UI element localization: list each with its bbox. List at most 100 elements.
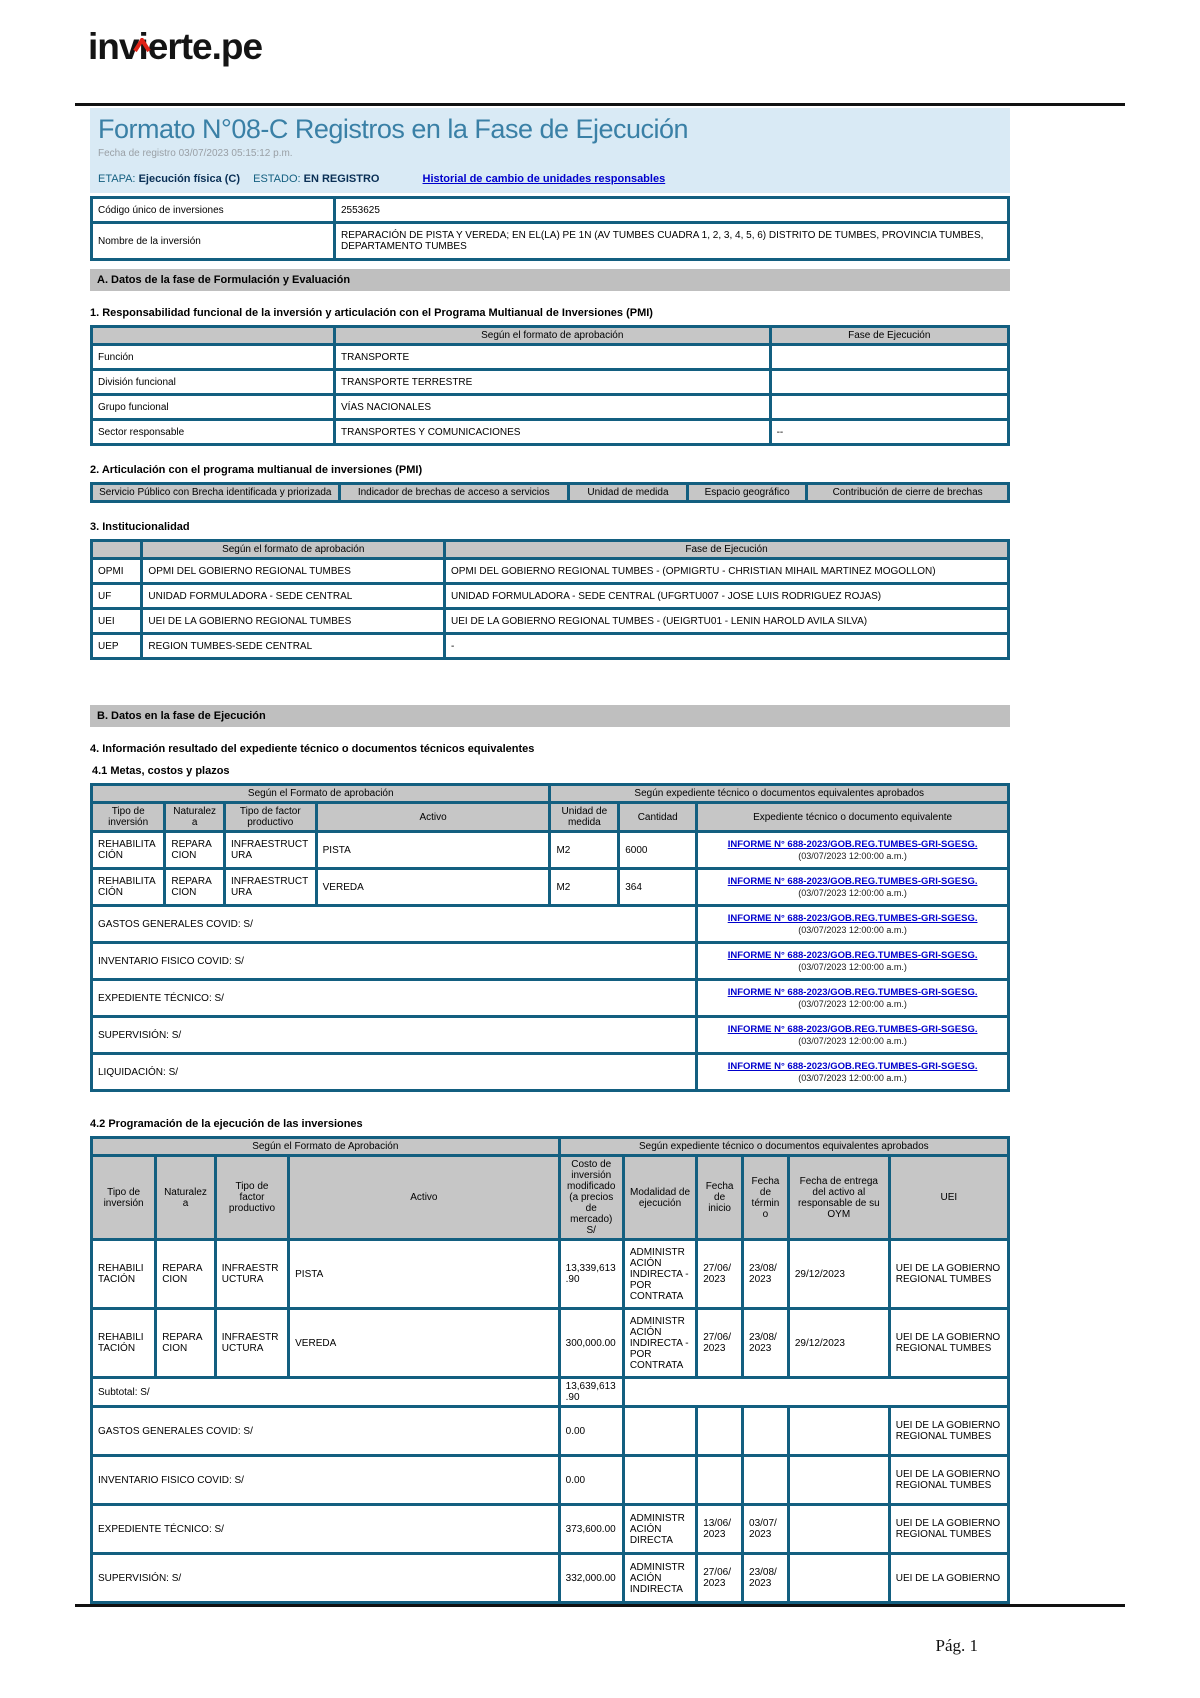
estado-label: ESTADO:: [253, 173, 301, 185]
expediente-document-link[interactable]: INFORME N° 688-2023/GOB.REG.TUMBES-GRI-S…: [727, 987, 978, 998]
cost-row-label: GASTOS GENERALES COVID: S/: [89, 904, 699, 944]
entity-code: UEI: [89, 607, 144, 635]
title-block: Formato N°08-C Registros en la Fase de E…: [90, 108, 1010, 193]
cost-row-label: LIQUIDACIÓN: S/: [89, 1052, 699, 1092]
col-header: Expediente técnico o documento equivalen…: [695, 801, 1010, 833]
document-body: Código único de inversiones 2553625 Nomb…: [89, 196, 1011, 1604]
functional-responsibility-table: Según el formato de aprobación Fase de E…: [90, 325, 1011, 446]
cell: [786, 1454, 891, 1506]
cell: [741, 1405, 790, 1457]
group-header-right: Según expediente técnico o documentos eq…: [557, 1136, 1011, 1157]
document-date: (03/07/2023 12:00:00 a.m.): [798, 1036, 907, 1046]
cost-row-label: SUPERVISIÓN: S/: [89, 1015, 699, 1055]
logo-text: invierte.pe: [88, 26, 263, 67]
cell: 29/12/2023: [786, 1307, 891, 1379]
cell: VEREDA: [314, 867, 552, 907]
col-header: Fecha de término: [741, 1154, 790, 1241]
pmi-articulation-table: Servicio Público con Brecha identificada…: [90, 482, 1010, 503]
etapa-value: Ejecución física (C): [138, 173, 241, 185]
cell: [741, 1454, 790, 1506]
col-header: Fecha de inicio: [695, 1154, 745, 1241]
expediente-document-link[interactable]: INFORME N° 688-2023/GOB.REG.TUMBES-GRI-S…: [727, 913, 978, 924]
expediente-document-link[interactable]: INFORME N° 688-2023/GOB.REG.TUMBES-GRI-S…: [727, 950, 978, 961]
col-header: Costo de inversión modificado (a precios…: [557, 1154, 625, 1241]
section-2-title: 2. Articulación con el programa multianu…: [90, 464, 423, 476]
cell: PISTA: [287, 1238, 561, 1310]
cell: INFRAESTRUCTURA: [222, 830, 318, 870]
group-header-left: Según el Formato de aprobación: [89, 783, 552, 804]
row-label: Sector responsable: [90, 418, 336, 446]
col-header: Unidad de medida: [548, 801, 621, 833]
expediente-document-link[interactable]: INFORME N° 688-2023/GOB.REG.TUMBES-GRI-S…: [727, 876, 978, 887]
entity-aprobacion: REGION TUMBES-SEDE CENTRAL: [140, 632, 447, 660]
cost-row-label: GASTOS GENERALES COVID: S/: [90, 1405, 561, 1457]
investment-name-value: REPARACIÓN DE PISTA Y VEREDA; EN EL(LA) …: [333, 221, 1010, 261]
cell: REHABILITACIÓN: [89, 867, 167, 907]
cell: UEI DE LA GOBIERNO REGIONAL TUMBES: [887, 1307, 1011, 1379]
expediente-document-link[interactable]: INFORME N° 688-2023/GOB.REG.TUMBES-GRI-S…: [727, 1024, 978, 1035]
document-date: (03/07/2023 12:00:00 a.m.): [798, 888, 907, 898]
entity-code: OPMI: [89, 557, 144, 585]
cell: [768, 368, 1011, 396]
group-header-right: Según expediente técnico o documentos eq…: [548, 783, 1010, 804]
col-header: Activo: [287, 1154, 561, 1241]
history-of-unit-changes-link[interactable]: Historial de cambio de unidades responsa…: [422, 173, 666, 185]
row-value: TRANSPORTE TERRESTRE: [333, 368, 772, 396]
cui-label: Código único de inversiones: [90, 196, 336, 224]
document-cell: INFORME N° 688-2023/GOB.REG.TUMBES-GRI-S…: [695, 978, 1010, 1018]
top-divider: [75, 103, 1125, 106]
subtotal-label: Subtotal: S/: [90, 1376, 561, 1408]
document-date: (03/07/2023 12:00:00 a.m.): [798, 851, 907, 861]
section-3-title: 3. Institucionalidad: [90, 521, 190, 533]
cell: [786, 1503, 891, 1555]
col-header-fase: Fase de Ejecución: [443, 539, 1010, 560]
expediente-document-link[interactable]: INFORME N° 688-2023/GOB.REG.TUMBES-GRI-S…: [727, 839, 978, 850]
document-date: (03/07/2023 12:00:00 a.m.): [798, 999, 907, 1009]
entity-fase: OPMI DEL GOBIERNO REGIONAL TUMBES - (OPM…: [443, 557, 1010, 585]
cell: 0.00: [557, 1454, 625, 1506]
col-header-aprobacion: Según el formato de aprobación: [333, 325, 772, 346]
col-header: Activo: [314, 801, 552, 833]
cell: 13,339,613.90: [557, 1238, 625, 1310]
expediente-document-link[interactable]: INFORME N° 688-2023/GOB.REG.TUMBES-GRI-S…: [727, 1061, 978, 1072]
programacion-ejecucion-table: Según el Formato de Aprobación Según exp…: [89, 1136, 1011, 1604]
cell: 27/06/2023: [695, 1307, 745, 1379]
footer-divider: [75, 1604, 1125, 1607]
section-a-header: A. Datos de la fase de Formulación y Eva…: [90, 269, 1010, 291]
cell: UEI DE LA GOBIERNO: [887, 1552, 1011, 1604]
col-header: Tipo de factor productivo: [213, 1154, 291, 1241]
section-1-title: 1. Responsabilidad funcional de la inver…: [90, 307, 653, 319]
cell: ADMINISTRACIÓN INDIRECTA - POR CONTRATA: [621, 1307, 699, 1379]
cell: 27/06/2023: [695, 1552, 745, 1604]
cell: ADMINISTRACIÓN INDIRECTA: [621, 1552, 699, 1604]
document-cell: INFORME N° 688-2023/GOB.REG.TUMBES-GRI-S…: [695, 830, 1010, 870]
cell: REHABILITACIÓN: [89, 1238, 158, 1310]
cell: 300,000.00: [557, 1307, 625, 1379]
status-line: ETAPA: Ejecución física (C) ESTADO: EN R…: [98, 173, 1002, 185]
cell: 6000: [617, 830, 699, 870]
cell: INFRAESTRUCTURA: [213, 1238, 291, 1310]
cell: UEI DE LA GOBIERNO REGIONAL TUMBES: [887, 1503, 1011, 1555]
document-cell: INFORME N° 688-2023/GOB.REG.TUMBES-GRI-S…: [695, 941, 1010, 981]
cell: UEI DE LA GOBIERNO REGIONAL TUMBES: [887, 1405, 1011, 1457]
document-cell: INFORME N° 688-2023/GOB.REG.TUMBES-GRI-S…: [695, 904, 1010, 944]
document-cell: INFORME N° 688-2023/GOB.REG.TUMBES-GRI-S…: [695, 867, 1010, 907]
col-header: Tipo de factor productivo: [222, 801, 318, 833]
cell: M2: [548, 867, 621, 907]
cell: [695, 1405, 745, 1457]
page-title: Formato N°08-C Registros en la Fase de E…: [98, 114, 689, 144]
cell: 373,600.00: [557, 1503, 625, 1555]
cui-value: 2553625: [333, 196, 1010, 224]
cell: [621, 1376, 1011, 1408]
cell: M2: [548, 830, 621, 870]
entity-aprobacion: UNIDAD FORMULADORA - SEDE CENTRAL: [140, 582, 447, 610]
col-header: Fecha de entrega del activo al responsab…: [786, 1154, 891, 1241]
investment-id-table: Código único de inversiones 2553625 Nomb…: [90, 196, 1010, 261]
subtotal-value: 13,639,613.90: [557, 1376, 625, 1408]
group-header-left: Según el Formato de Aprobación: [90, 1136, 561, 1157]
col-header: UEI: [887, 1154, 1011, 1241]
metas-costos-plazos-table: Según el Formato de aprobación Según exp…: [89, 783, 1010, 1092]
cell: REPARACION: [154, 1238, 217, 1310]
cost-row-label: INVENTARIO FISICO COVID: S/: [89, 941, 699, 981]
col-header-aprobacion: Según el formato de aprobación: [140, 539, 447, 560]
